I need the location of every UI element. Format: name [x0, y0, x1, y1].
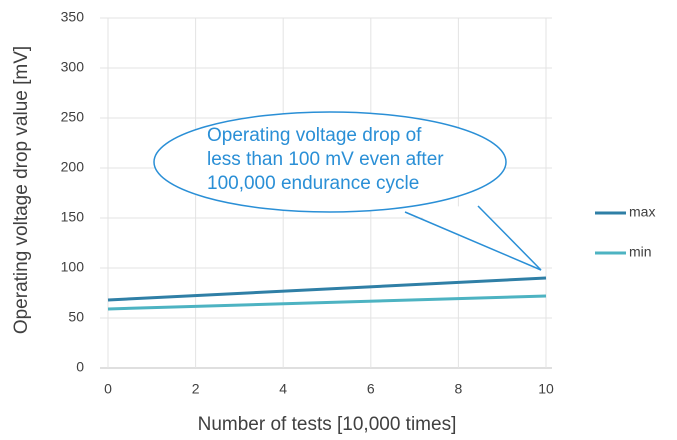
series-line [107, 294, 547, 311]
callout-tail [404, 205, 542, 271]
x-axis-label: Number of tests [10,000 times] [198, 414, 457, 435]
x-tick-label: 8 [455, 381, 463, 397]
y-tick-label: 300 [61, 59, 85, 75]
y-tick-label: 350 [61, 9, 85, 25]
annotation-text: 100,000 endurance cycle [207, 173, 419, 194]
y-tick-label: 250 [61, 109, 85, 125]
legend-label: max [629, 204, 655, 220]
y-tick-label: 50 [68, 309, 84, 325]
callout-bubble [153, 111, 507, 213]
legend-label: min [629, 244, 652, 260]
y-tick-label: 0 [76, 359, 84, 375]
y-tick-label: 100 [61, 259, 85, 275]
series-line [107, 276, 547, 302]
x-tick-label: 4 [279, 381, 287, 397]
y-tick-label: 150 [61, 209, 85, 225]
x-tick-label: 6 [367, 381, 375, 397]
x-tick-label: 2 [192, 381, 200, 397]
y-tick-label: 200 [61, 159, 85, 175]
annotation-text: less than 100 mV even after [207, 149, 444, 170]
x-tick-label: 10 [538, 381, 554, 397]
x-tick-label: 0 [104, 381, 112, 397]
callout-tail-fill [405, 205, 541, 270]
annotation-text: Operating voltage drop of [207, 125, 422, 146]
y-axis-label: Operating voltage drop value [mV] [11, 46, 32, 334]
